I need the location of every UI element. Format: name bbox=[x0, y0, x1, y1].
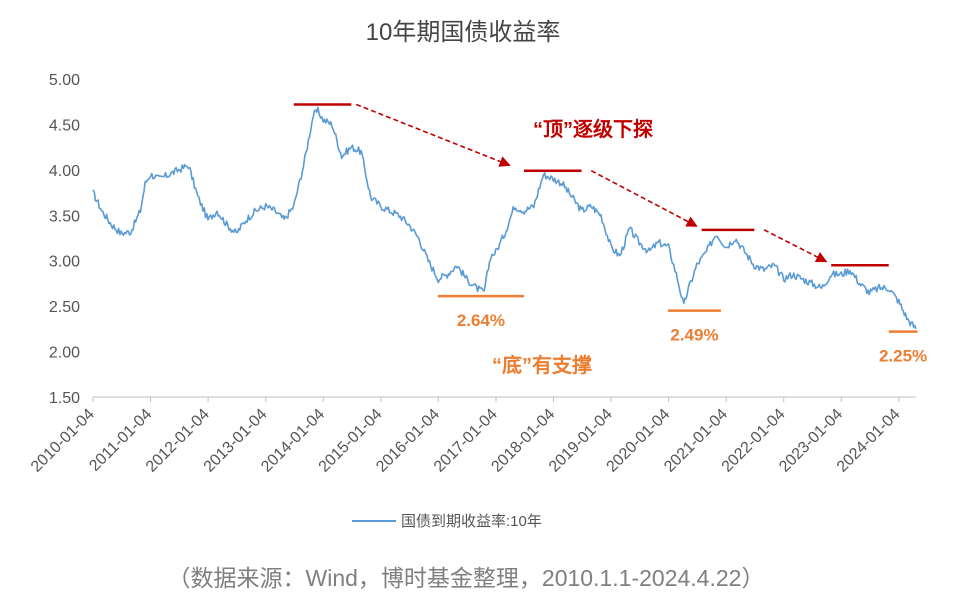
series-line-10y-yield bbox=[92, 106, 917, 330]
y-tick-label: 5.00 bbox=[49, 72, 80, 89]
legend-label: 国债到期收益率:10年 bbox=[401, 513, 542, 530]
bottom-annotation-label: “底”有支撑 bbox=[492, 353, 592, 377]
series-layer bbox=[92, 106, 917, 330]
y-tick-label: 1.50 bbox=[49, 390, 80, 407]
x-axis: 2010-01-042011-01-042012-01-042013-01-04… bbox=[28, 396, 916, 476]
y-tick-label: 2.00 bbox=[49, 345, 80, 362]
top-trend-arrow bbox=[590, 170, 698, 227]
bottom-support-value: 2.25% bbox=[879, 347, 927, 366]
y-tick-label: 3.00 bbox=[49, 254, 80, 271]
y-tick-label: 4.00 bbox=[49, 163, 80, 180]
top-trend-arrow bbox=[763, 229, 828, 263]
chart-title: 10年期国债收益率 bbox=[366, 19, 561, 46]
y-tick-label: 3.50 bbox=[49, 208, 80, 225]
y-tick-label: 2.50 bbox=[49, 299, 80, 316]
legend: 国债到期收益率:10年 bbox=[352, 513, 542, 530]
source-note: （数据来源：Wind，博时基金整理，2010.1.1-2024.4.22） bbox=[168, 565, 765, 591]
y-axis: 1.50 2.00 2.50 3.00 3.50 4.00 4.50 5.00 bbox=[49, 72, 80, 407]
y-tick-label: 4.50 bbox=[49, 117, 80, 134]
annotation-layer: 2.64% 2.49% 2.25% “顶”逐级下探 “底”有支撑 bbox=[293, 103, 927, 377]
bottom-support-value: 2.49% bbox=[670, 326, 718, 345]
top-trend-arrow bbox=[355, 103, 511, 167]
bottom-support-value: 2.64% bbox=[457, 311, 505, 330]
top-annotation-label: “顶”逐级下探 bbox=[533, 117, 653, 141]
